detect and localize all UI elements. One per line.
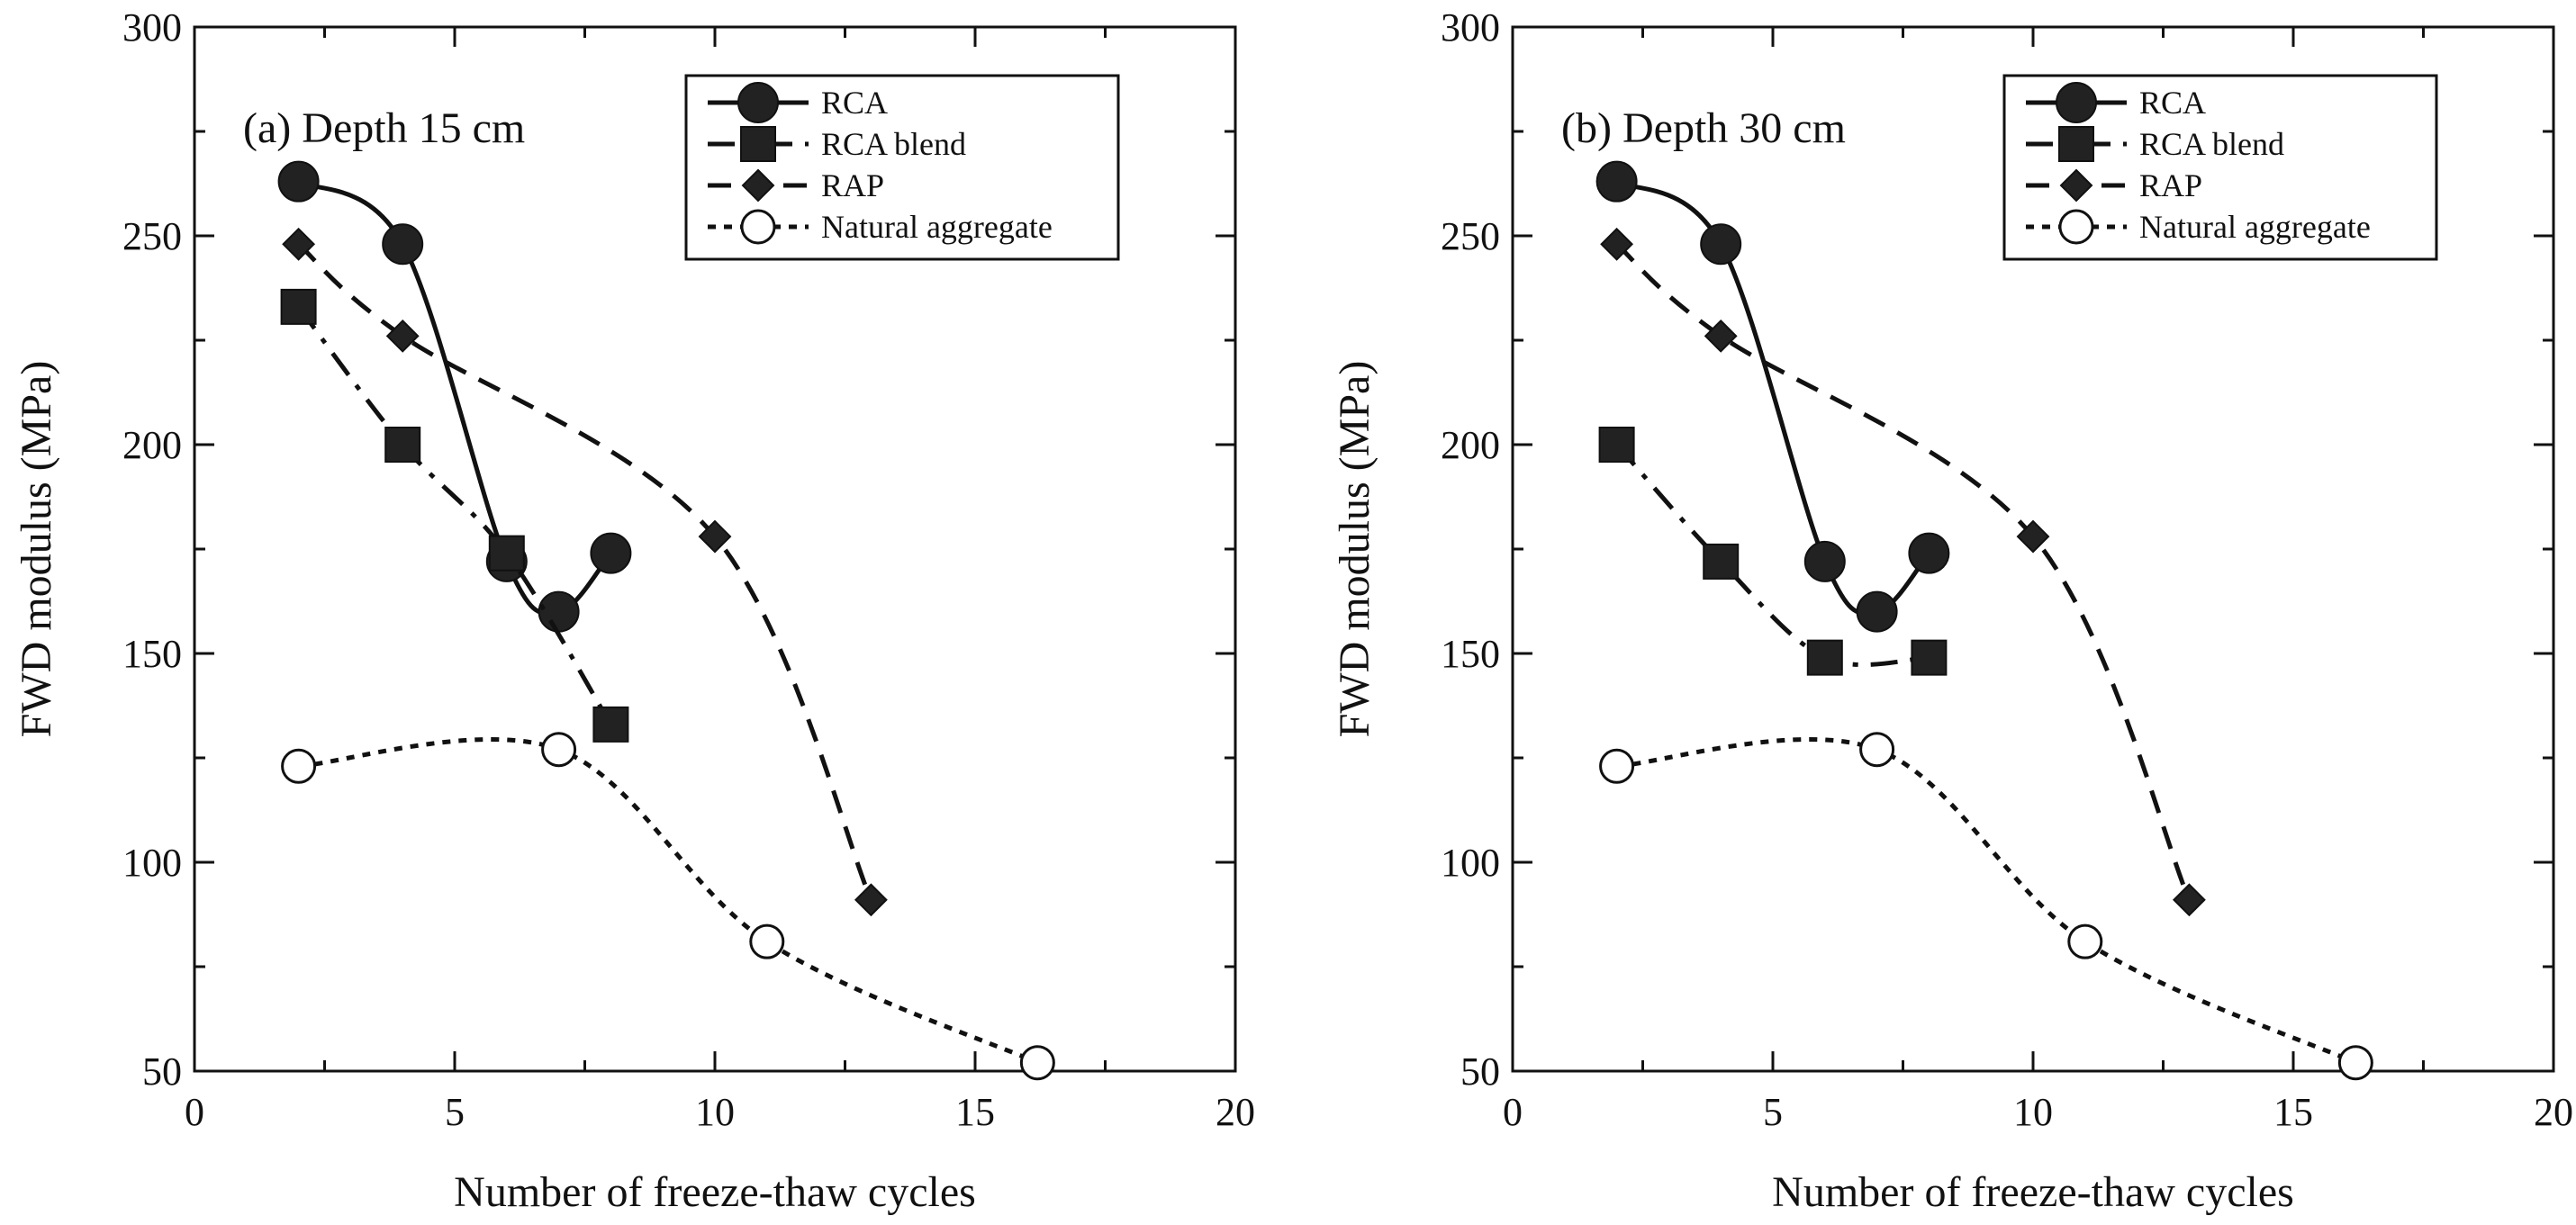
data-point [590, 532, 632, 574]
data-point [1704, 319, 1738, 353]
y-tick-label: 50 [142, 1049, 182, 1094]
series-rca-blend [1598, 427, 1948, 676]
y-axis-label: FWD modulus (MPa) [13, 361, 60, 738]
data-point [488, 535, 525, 572]
x-tick-label: 20 [2534, 1090, 2573, 1134]
legend-label: RCA [821, 85, 888, 121]
legend-marker [741, 168, 775, 203]
data-point [1700, 223, 1742, 266]
data-point [1856, 590, 1898, 633]
legend-label: RAP [2139, 167, 2202, 203]
data-point [282, 227, 316, 261]
data-point [1598, 427, 1635, 463]
legend-marker [2058, 126, 2094, 162]
legend-marker [740, 209, 776, 245]
chart-panel-a: 0 5 10 15 20 50 100 150 200 250 300 Number of freez… [13, 5, 1255, 1216]
legend-marker [740, 126, 776, 162]
x-axis-label: Number of freeze-thaw cycles [454, 1168, 976, 1216]
data-point [2067, 923, 2103, 959]
data-point [1703, 543, 1740, 580]
series-line [296, 242, 873, 901]
series-line [1615, 179, 1931, 616]
data-point [541, 732, 577, 768]
series-line [297, 179, 613, 616]
series-natural-aggregate [281, 732, 1055, 1081]
data-point [1806, 639, 1843, 676]
data-point [2337, 1045, 2373, 1081]
y-tick-label: 250 [1441, 214, 1500, 258]
data-point [698, 519, 732, 554]
legend-label: Natural aggregate [2139, 209, 2371, 245]
x-tick-label: 5 [445, 1090, 465, 1134]
data-point [382, 223, 424, 266]
x-tick-label: 0 [185, 1090, 204, 1134]
series-rca [277, 160, 632, 633]
data-point [1911, 639, 1948, 676]
legend-marker [737, 82, 779, 123]
series-line [298, 737, 1039, 1066]
x-tick-label: 15 [2273, 1090, 2313, 1134]
legend-label: RCA blend [2139, 126, 2284, 162]
y-tick-label: 100 [1441, 841, 1500, 885]
series-rca-blend [280, 288, 629, 743]
y-tick-label: 300 [122, 5, 182, 50]
x-tick-label: 0 [1503, 1090, 1523, 1134]
data-point [1859, 732, 1895, 768]
data-point [592, 706, 629, 743]
y-tick-label: 200 [122, 423, 182, 467]
series-line [1614, 242, 2192, 901]
data-point [854, 883, 888, 917]
legend-label: RCA [2139, 85, 2206, 121]
data-point [538, 590, 580, 633]
data-point [1600, 227, 1634, 261]
series-line [1614, 443, 1930, 668]
y-tick-label: 300 [1441, 5, 1500, 50]
y-tick-label: 250 [122, 214, 182, 258]
y-axis-label: FWD modulus (MPa) [1331, 361, 1378, 738]
legend-label: RCA blend [821, 126, 966, 162]
data-point [2016, 519, 2050, 554]
y-tick-label: 50 [1460, 1049, 1500, 1094]
y-tick-label: 150 [122, 632, 182, 676]
data-point [280, 288, 317, 325]
series-rca [1595, 160, 1950, 633]
legend: RCA RCA blend RAP Natural aggregate [684, 74, 1120, 261]
panel-title: (a) Depth 15 cm [243, 104, 525, 152]
data-point [1803, 540, 1846, 582]
legend: RCA RCA blend RAP Natural aggregate [2002, 74, 2438, 261]
data-point [749, 923, 785, 959]
data-point [1019, 1045, 1055, 1081]
y-tick-label: 150 [1441, 632, 1500, 676]
series-natural-aggregate [1599, 732, 2373, 1081]
series-rap [282, 227, 888, 917]
legend-marker [2059, 168, 2093, 203]
x-tick-label: 10 [695, 1090, 735, 1134]
series-rap [1600, 227, 2206, 917]
series-line [1616, 737, 2357, 1066]
x-tick-label: 5 [1763, 1090, 1783, 1134]
data-point [384, 427, 421, 463]
data-point [1599, 748, 1635, 784]
chart-panel-b: 0 5 10 15 20 50 100 150 200 250 300 Number of freez… [1331, 5, 2573, 1216]
legend-label: RAP [821, 167, 884, 203]
data-point [2172, 883, 2206, 917]
x-tick-label: 20 [1216, 1090, 1255, 1134]
series-line [296, 305, 613, 726]
data-point [281, 748, 317, 784]
x-tick-label: 10 [2013, 1090, 2053, 1134]
legend-marker [2056, 82, 2097, 123]
panel-title: (b) Depth 30 cm [1561, 104, 1846, 152]
legend-label: Natural aggregate [821, 209, 1053, 245]
data-point [1908, 532, 1950, 574]
x-tick-label: 15 [955, 1090, 995, 1134]
data-point [1595, 160, 1638, 203]
y-tick-label: 100 [122, 841, 182, 885]
legend-marker [2058, 209, 2094, 245]
x-axis-label: Number of freeze-thaw cycles [1772, 1168, 2294, 1216]
y-tick-label: 200 [1441, 423, 1500, 467]
data-point [385, 319, 420, 353]
data-point [277, 160, 320, 203]
